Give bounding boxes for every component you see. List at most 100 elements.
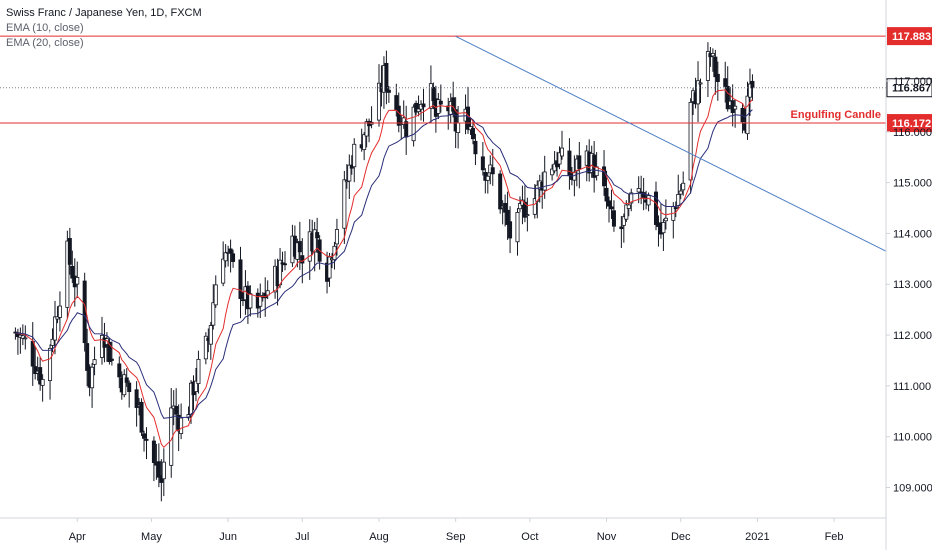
candle-up xyxy=(179,417,184,434)
candle-up xyxy=(40,379,45,386)
candle-up xyxy=(65,240,70,308)
ema10-legend[interactable]: EMA (10, close) xyxy=(6,22,84,34)
candle-down xyxy=(505,209,510,225)
candle-up xyxy=(485,175,490,181)
candle-down xyxy=(619,226,624,230)
x-tick-label: Aug xyxy=(369,531,389,543)
candle-up xyxy=(327,256,332,279)
candle-up xyxy=(376,82,381,121)
ema20-line xyxy=(15,109,753,419)
candle-down xyxy=(134,389,139,408)
candle-down xyxy=(142,433,147,439)
candle-down xyxy=(498,173,503,210)
candle-up xyxy=(636,188,641,193)
x-tick-label: Jul xyxy=(295,531,309,543)
candle-up xyxy=(681,182,686,191)
candle-up xyxy=(57,305,62,318)
price-badge xyxy=(887,114,932,133)
x-tick-label: Nov xyxy=(597,531,617,543)
candle-down xyxy=(431,86,436,102)
candle-up xyxy=(50,338,55,346)
candle-up xyxy=(104,338,109,345)
candle-up xyxy=(248,293,253,309)
legend: Swiss Franc / Japanese Yen, 1D, FXCM EMA… xyxy=(6,6,202,51)
candle-down xyxy=(522,201,527,218)
chart-title[interactable]: Swiss Franc / Japanese Yen, 1D, FXCM xyxy=(6,7,202,19)
candle-down xyxy=(725,85,730,110)
candle-down xyxy=(144,438,149,441)
candle-up xyxy=(258,295,263,307)
candle-up xyxy=(678,190,683,195)
candle-down xyxy=(453,109,458,132)
candle-up xyxy=(223,252,228,262)
candle-down xyxy=(713,56,718,78)
candle-down xyxy=(396,105,401,126)
candle-down xyxy=(238,259,243,299)
candle-down xyxy=(466,106,471,130)
candle-down xyxy=(577,155,582,169)
candle-up xyxy=(621,216,626,226)
y-axis[interactable]: 109.000 110.000 111.000 112.000 113.000 114.0… xyxy=(885,0,932,550)
candle-down xyxy=(124,377,129,383)
candle-down xyxy=(297,241,302,253)
ema-lines xyxy=(15,89,753,449)
candle-down xyxy=(174,406,179,415)
candle-up xyxy=(208,325,213,345)
candle-up xyxy=(48,347,53,382)
candle-up xyxy=(416,108,421,113)
candle-up xyxy=(550,168,555,176)
candle-up xyxy=(52,316,57,341)
candle-up xyxy=(23,337,28,340)
candle-down xyxy=(602,166,607,187)
candle-down xyxy=(117,363,122,378)
x-tick-label: May xyxy=(141,531,162,543)
candle-up xyxy=(705,51,710,81)
candle-up xyxy=(221,258,226,284)
candle-up xyxy=(55,316,60,320)
candle-up xyxy=(411,106,416,142)
engulfing-candle-label: Engulfing Candle xyxy=(791,109,881,121)
y-tick-label: 110.000 xyxy=(893,432,932,444)
candle-down xyxy=(127,382,132,392)
ema20-legend[interactable]: EMA (20, close) xyxy=(6,37,84,49)
price-badge-label: 116.172 xyxy=(892,118,931,130)
y-tick-label: 114.000 xyxy=(893,228,932,240)
candle-down xyxy=(611,210,616,227)
candle-down xyxy=(438,100,443,105)
candle-down xyxy=(67,238,72,265)
candle-down xyxy=(283,263,288,266)
candle-up xyxy=(696,80,701,105)
candle-down xyxy=(490,167,495,175)
candle-down xyxy=(70,265,75,279)
candle-up xyxy=(646,195,651,206)
x-axis[interactable]: Apr May Jun Jul Aug Sep Oct Nov Dec 2021 Feb xyxy=(0,517,886,543)
current-price-badge xyxy=(886,78,932,98)
candle-up xyxy=(663,217,668,222)
candle-down xyxy=(300,255,305,264)
candle-down xyxy=(421,103,426,108)
candle-up xyxy=(661,222,666,234)
candle-down xyxy=(33,366,38,375)
candle-up xyxy=(334,229,339,245)
y-tick-label: 117.000 xyxy=(893,76,932,88)
candle-down xyxy=(231,253,236,262)
y-tick-label: 116.000 xyxy=(893,127,932,139)
candle-up xyxy=(626,204,631,209)
candle-down xyxy=(673,207,678,210)
x-tick-label: Feb xyxy=(825,531,844,543)
candle-down xyxy=(604,187,609,202)
candle-down xyxy=(156,461,161,478)
y-tick-label: 111.000 xyxy=(893,381,931,393)
annotations: 117.883 116.172 Engulfing Candle 116.867 xyxy=(0,27,932,252)
candle-down xyxy=(609,206,614,210)
candle-up xyxy=(629,192,634,204)
y-tick-label: 109.000 xyxy=(893,483,932,495)
candle-up xyxy=(676,194,681,206)
x-tick-label: Apr xyxy=(69,531,86,543)
x-tick-label: Dec xyxy=(671,531,691,543)
x-tick-label: Oct xyxy=(521,531,538,543)
candle-up xyxy=(203,335,208,360)
candle-up xyxy=(20,335,25,339)
trendline xyxy=(455,35,887,252)
